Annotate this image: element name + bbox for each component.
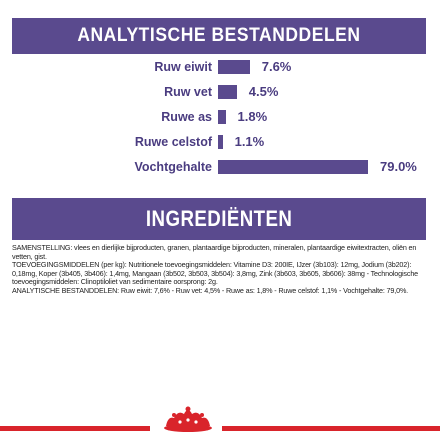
row-value: 1.8% (237, 109, 268, 124)
row-fiber: Ruwe celstof 1.1% (0, 133, 440, 151)
footer-line-right (222, 426, 440, 431)
row-bar (218, 135, 223, 149)
footer (0, 400, 440, 440)
row-value: 1.1% (234, 134, 265, 149)
row-moisture: Vochtgehalte 79.0% (0, 158, 440, 176)
composition-text: SAMENSTELLING: vlees en dierlijke bijpro… (12, 243, 417, 261)
additives-text: TOEVOEGINGSMIDDELEN (per kg): Nutritione… (12, 260, 419, 287)
row-label: Ruw eiwit (154, 60, 212, 74)
row-ash: Ruwe as 1.8% (0, 108, 440, 126)
analytical-title: ANALYTISCHE BESTANDDELEN (77, 25, 361, 46)
row-label: Ruwe celstof (134, 135, 212, 149)
footer-line-left (0, 426, 150, 431)
row-value: 7.6% (261, 59, 292, 74)
row-bar (218, 60, 250, 74)
row-bar (218, 110, 226, 124)
row-value: 4.5% (248, 84, 279, 99)
row-protein: Ruw eiwit 7.6% (0, 58, 440, 76)
row-bar (218, 85, 237, 99)
analytical-summary-text: ANALYTISCHE BESTANDDELEN: Ruw eiwit: 7,6… (12, 285, 409, 295)
row-label: Vochtgehalte (134, 160, 212, 174)
row-label: Ruwe as (161, 110, 212, 124)
row-bar (218, 160, 368, 174)
ingredients-header: INGREDIËNTEN (12, 198, 426, 240)
row-label: Ruw vet (164, 85, 212, 99)
row-fat: Ruw vet 4.5% (0, 83, 440, 101)
analytical-header: ANALYTISCHE BESTANDDELEN (12, 18, 426, 54)
crown-icon (164, 406, 212, 432)
row-value: 79.0% (380, 159, 417, 174)
ingredients-text: SAMENSTELLING: vlees en dierlijke bijpro… (12, 243, 426, 296)
ingredients-title: INGREDIËNTEN (145, 206, 293, 231)
